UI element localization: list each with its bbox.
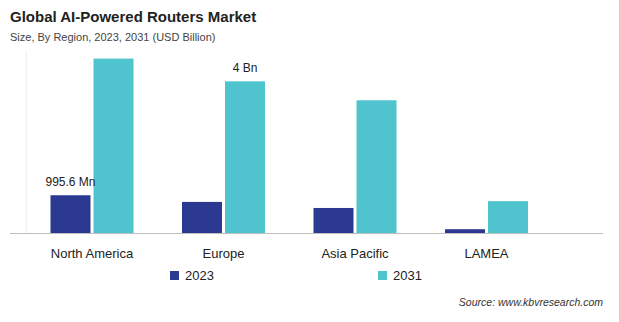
bar <box>182 202 222 233</box>
bars <box>51 59 529 233</box>
x-axis-line <box>10 233 603 234</box>
chart: Global AI-Powered Routers Market Size, By… <box>0 0 619 322</box>
legend-label: 2023 <box>185 268 214 283</box>
legend-label: 2031 <box>393 268 422 283</box>
y-axis-line <box>26 51 27 233</box>
x-tick-label: LAMEA <box>464 246 508 261</box>
bar <box>314 208 354 233</box>
bar <box>357 100 397 233</box>
legend-swatch <box>170 271 179 280</box>
x-tick-label: Asia Pacific <box>321 246 389 261</box>
bar <box>445 229 485 233</box>
data-label: 4 Bn <box>233 61 258 75</box>
source: Source: www.kbvresearch.com <box>459 296 603 308</box>
bar <box>488 201 528 233</box>
legend-swatch <box>378 271 387 280</box>
bar <box>51 195 91 233</box>
x-tick-label: Europe <box>203 246 245 261</box>
data-labels: 995.6 Mn 4 Bn <box>45 61 257 189</box>
x-tick-label: North America <box>51 246 134 261</box>
subtitle: Size, By Region, 2023, 2031 (USD Billion… <box>10 31 215 43</box>
data-label: 995.6 Mn <box>45 175 95 189</box>
bar <box>225 81 265 233</box>
title: Global AI-Powered Routers Market <box>10 8 256 25</box>
bar <box>94 59 134 233</box>
